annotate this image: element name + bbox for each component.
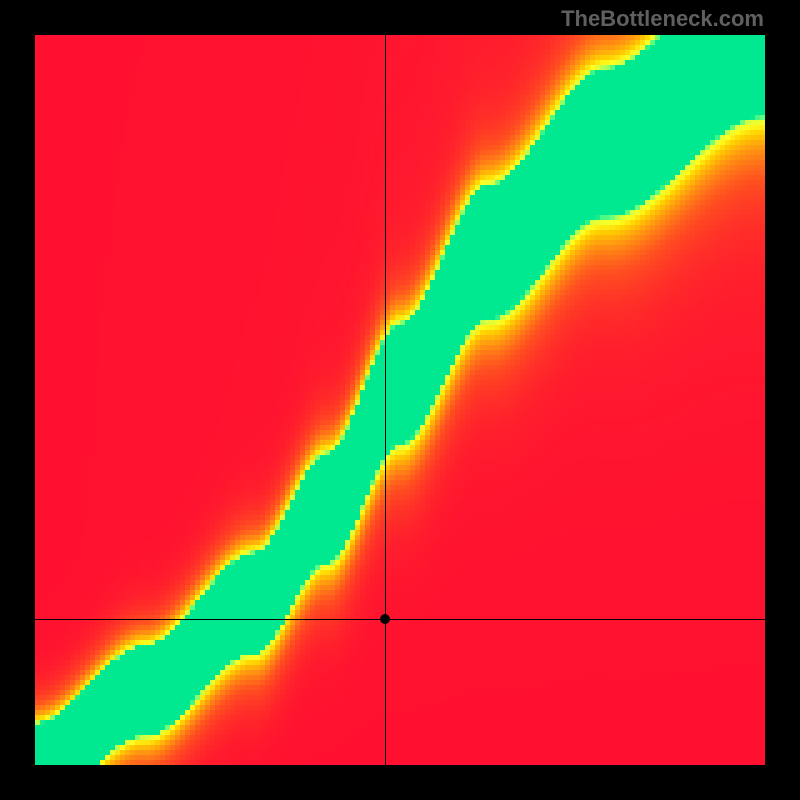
chart-container: TheBottleneck.com: [0, 0, 800, 800]
crosshair-vertical: [385, 35, 386, 765]
bottleneck-heatmap: [35, 35, 765, 765]
crosshair-horizontal: [35, 619, 765, 620]
watermark-text: TheBottleneck.com: [561, 6, 764, 32]
